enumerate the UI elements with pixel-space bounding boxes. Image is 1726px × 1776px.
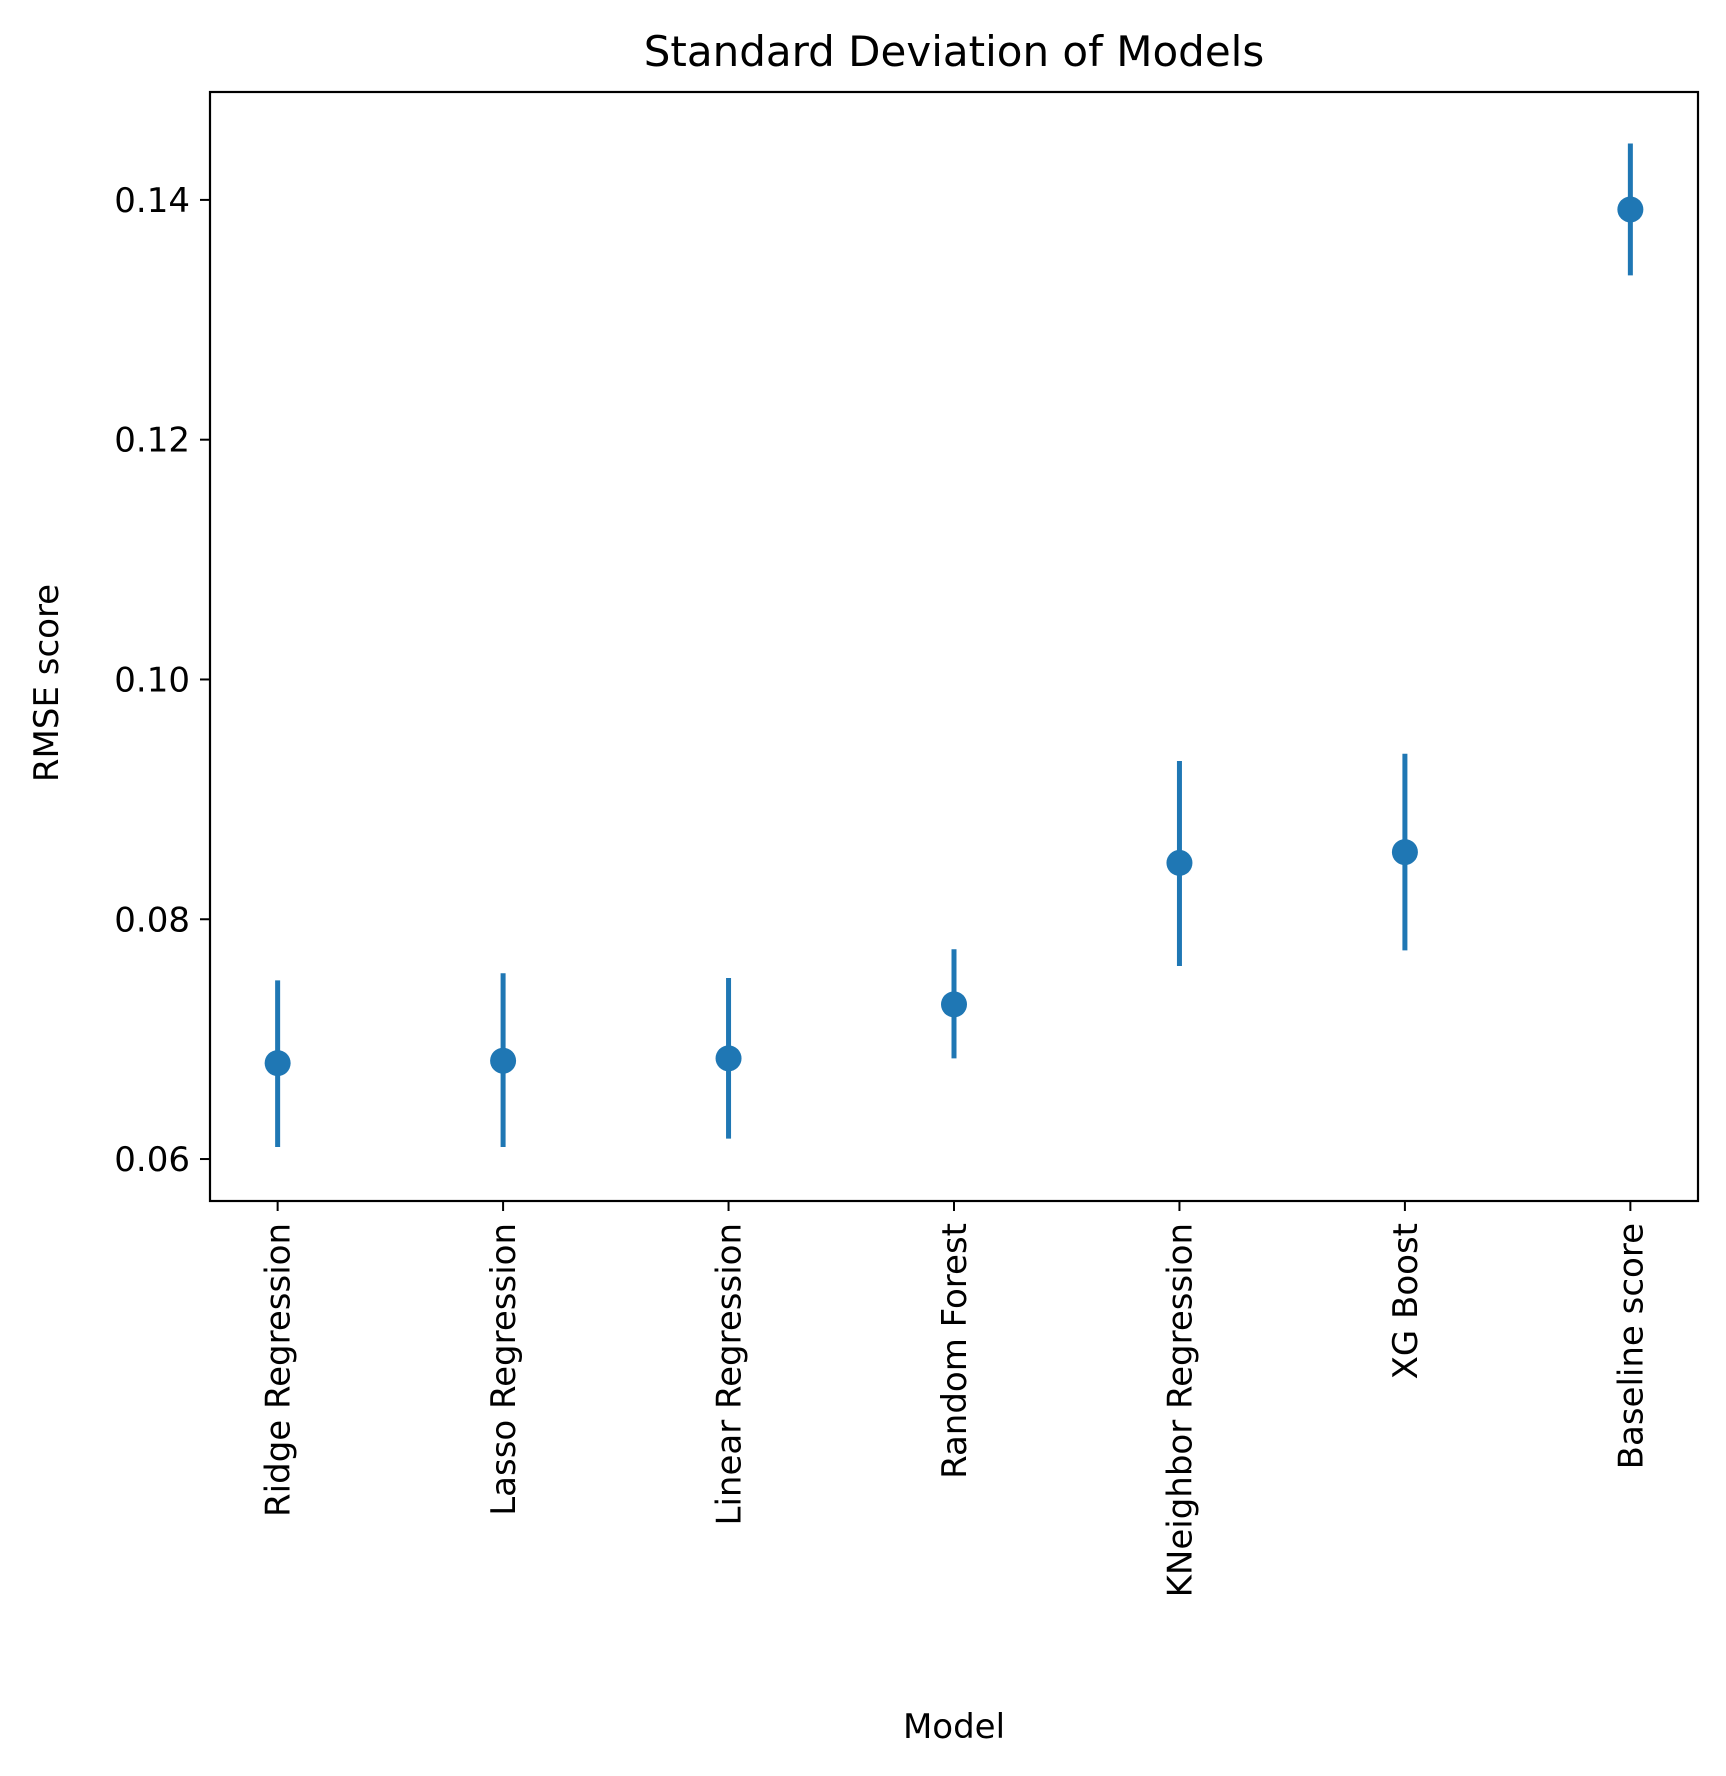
data-point [1617,196,1644,223]
x-tick-label: Linear Regression [710,1223,750,1525]
y-tick-label: 0.10 [114,660,190,700]
data-point [715,1045,742,1072]
x-tick-label: Ridge Regression [259,1223,299,1517]
data-point [264,1050,291,1077]
x-tick-label: Random Forest [935,1223,975,1479]
data-point [1166,849,1193,876]
y-axis-label: RMSE score [27,584,67,782]
plot-area [208,90,1700,1203]
data-point [1391,839,1418,866]
data-point [490,1047,517,1074]
data-point [941,991,967,1018]
x-tick-label: Lasso Regression [484,1223,524,1516]
x-axis-label: Model [903,1707,1005,1747]
x-axis: Ridge Regression Lasso Regression Linear R… [259,1201,1651,1597]
y-axis: 0.06 0.08 0.10 0.12 0.14 [114,181,210,1180]
x-tick-label: Baseline score [1611,1223,1651,1469]
x-tick-label: KNeighbor Regression [1160,1223,1200,1597]
y-tick-label: 0.14 [114,181,190,221]
chart-title: Standard Deviation of Models [644,27,1264,76]
y-tick-label: 0.06 [114,1140,190,1180]
x-tick-label: XG Boost [1386,1223,1426,1379]
y-tick-label: 0.12 [114,421,190,461]
y-tick-label: 0.08 [114,900,190,940]
